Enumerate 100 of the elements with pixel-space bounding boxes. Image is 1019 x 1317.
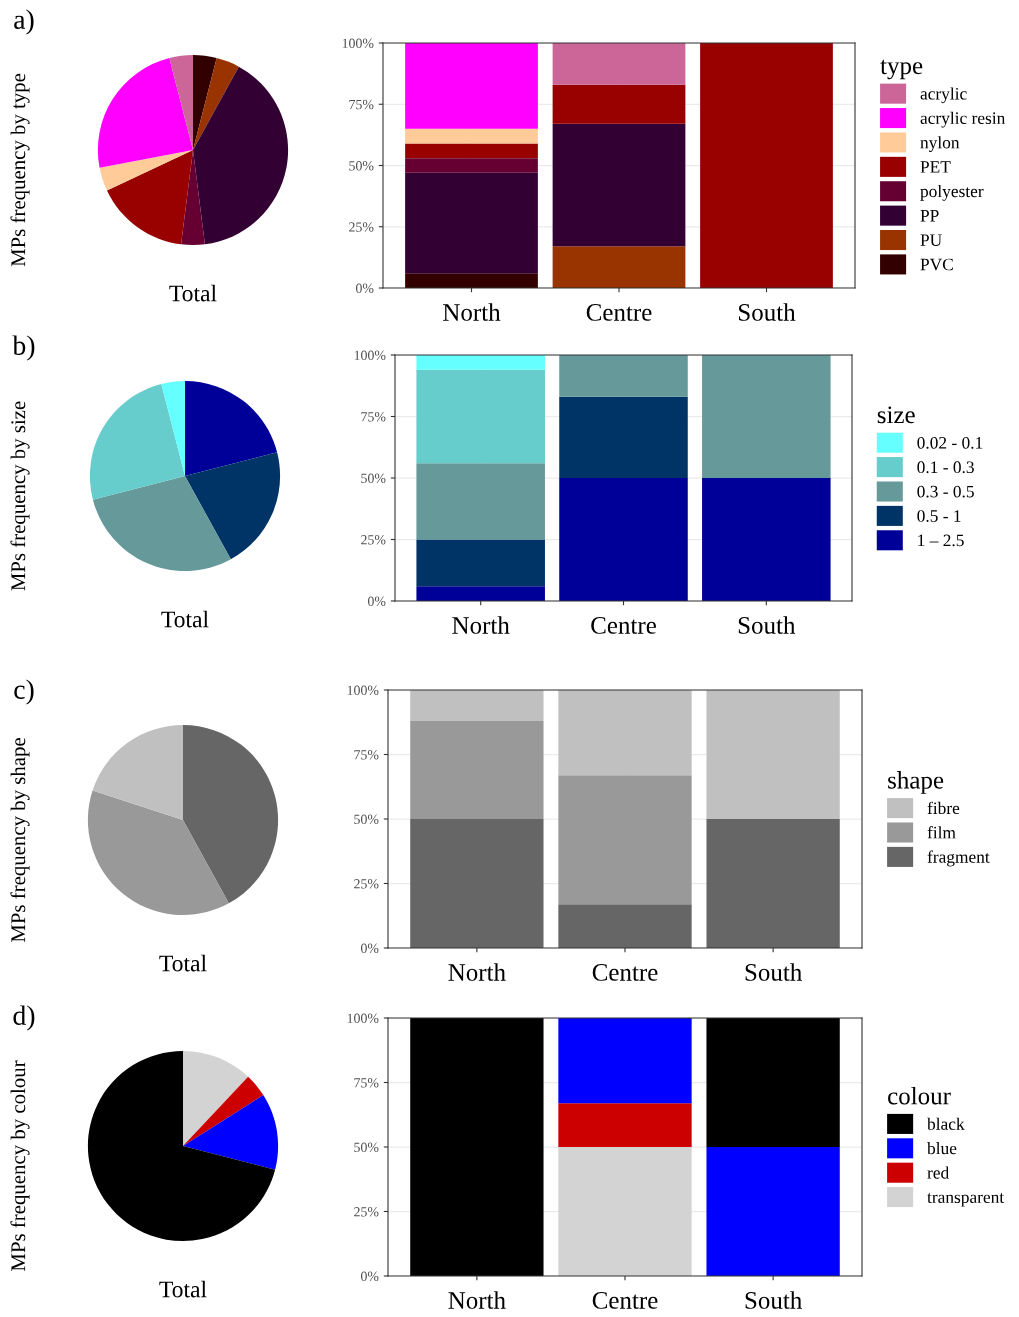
legend-label: blue [927, 1142, 957, 1155]
bar [416, 539, 545, 587]
legend-title: type [880, 59, 923, 80]
x-tick-label: North [448, 963, 506, 981]
bar [552, 246, 686, 288]
y-tick-label: 100% [342, 38, 374, 48]
y-tick-label: 0% [355, 283, 374, 293]
bar [706, 1018, 840, 1147]
legend-label: PU [920, 234, 942, 246]
legend-title: colour [888, 1086, 951, 1105]
pie-slice [87, 790, 229, 916]
pie-slice [183, 1076, 264, 1146]
bar [558, 1147, 692, 1276]
legend-label: 0.3 - 0.5 [917, 485, 974, 498]
legend-label: 0.02 - 0.1 [917, 436, 983, 449]
pie-slice [89, 383, 185, 500]
bar [416, 586, 545, 601]
bar [706, 690, 840, 819]
y-tick-label: 100% [347, 1013, 379, 1023]
bar [416, 463, 545, 540]
text: MPs frequency by colour [10, 1060, 30, 1271]
x-tick-label: Centre [592, 1292, 658, 1309]
bar [706, 1147, 840, 1276]
bar [405, 158, 538, 173]
text: Total [159, 954, 207, 972]
x-tick-label: North [448, 1291, 506, 1309]
bar [416, 369, 545, 464]
bar [410, 1018, 544, 1276]
bar [559, 478, 688, 601]
x-tick-label: South [739, 303, 796, 321]
text: MPs frequency by type [10, 73, 30, 267]
text: MPs frequency by shape [10, 738, 30, 943]
pie-slice [183, 1095, 279, 1170]
bar [558, 1103, 692, 1147]
legend-label: 0.5 - 1 [917, 510, 961, 522]
bar [558, 690, 692, 776]
legend-label: PVC [920, 258, 953, 271]
bar [558, 904, 692, 948]
text: a) [14, 9, 34, 35]
pie-slice [183, 1050, 249, 1146]
pie-slice [193, 54, 217, 150]
legend-title: size [877, 406, 915, 424]
pie-slice [185, 452, 281, 560]
pie-slice [92, 476, 231, 572]
legend-label: polyester [920, 184, 984, 201]
y-tick-label: 75% [349, 99, 374, 110]
bar [552, 43, 686, 85]
bar [702, 355, 831, 478]
bar [410, 819, 544, 948]
bar [405, 143, 538, 159]
legend-label: transparent [927, 1193, 1005, 1207]
bar [558, 1018, 692, 1104]
x-tick-label: Centre [591, 617, 656, 634]
bar [559, 355, 688, 397]
x-tick-label: South [738, 616, 796, 634]
bar [558, 775, 692, 905]
bar [405, 172, 538, 274]
bar [405, 273, 538, 288]
bar [410, 690, 544, 721]
y-tick-label: 50% [361, 473, 386, 483]
y-tick-label: 0% [360, 943, 379, 953]
y-tick-label: 25% [349, 222, 374, 232]
bar [559, 396, 688, 478]
y-tick-label: 75% [354, 750, 379, 760]
x-tick-label: Centre [592, 964, 658, 981]
legend-label: fibre [927, 801, 960, 815]
legend-label: 0.1 - 0.3 [917, 461, 974, 474]
text: Total [169, 284, 217, 302]
bar [700, 43, 833, 288]
pie-slice [87, 1050, 276, 1242]
y-tick-label: 0% [367, 596, 386, 606]
y-tick-label: 50% [354, 1142, 379, 1152]
legend-label: acrylic resin [920, 111, 1006, 128]
legend-label: fragment [927, 850, 990, 867]
legend-label: film [927, 826, 956, 839]
pie-slice [106, 150, 193, 245]
pie-slice [99, 150, 193, 191]
y-tick-label: 0% [360, 1271, 379, 1281]
text: b) [12, 335, 35, 361]
bar [410, 720, 544, 819]
legend-label: nylon [920, 136, 960, 152]
y-tick-label: 25% [354, 879, 379, 889]
y-tick-label: 50% [354, 814, 379, 824]
y-tick-label: 100% [347, 685, 379, 695]
pie-slice [193, 57, 239, 150]
bar [416, 355, 545, 370]
legend-label: 1 – 2.5 [918, 534, 964, 547]
y-tick-label: 75% [361, 412, 386, 422]
text: d) [13, 1005, 35, 1031]
pie-slice [97, 57, 193, 168]
legend-label: black [927, 1117, 965, 1130]
pie-slice [92, 724, 183, 820]
legend-label: PET [920, 161, 951, 173]
y-tick-label: 100% [354, 350, 386, 360]
x-tick-label: North [452, 616, 510, 634]
bar [552, 123, 686, 247]
y-tick-label: 75% [354, 1078, 379, 1088]
bar [706, 819, 840, 948]
x-tick-label: South [745, 1291, 802, 1309]
text: Total [161, 610, 209, 628]
